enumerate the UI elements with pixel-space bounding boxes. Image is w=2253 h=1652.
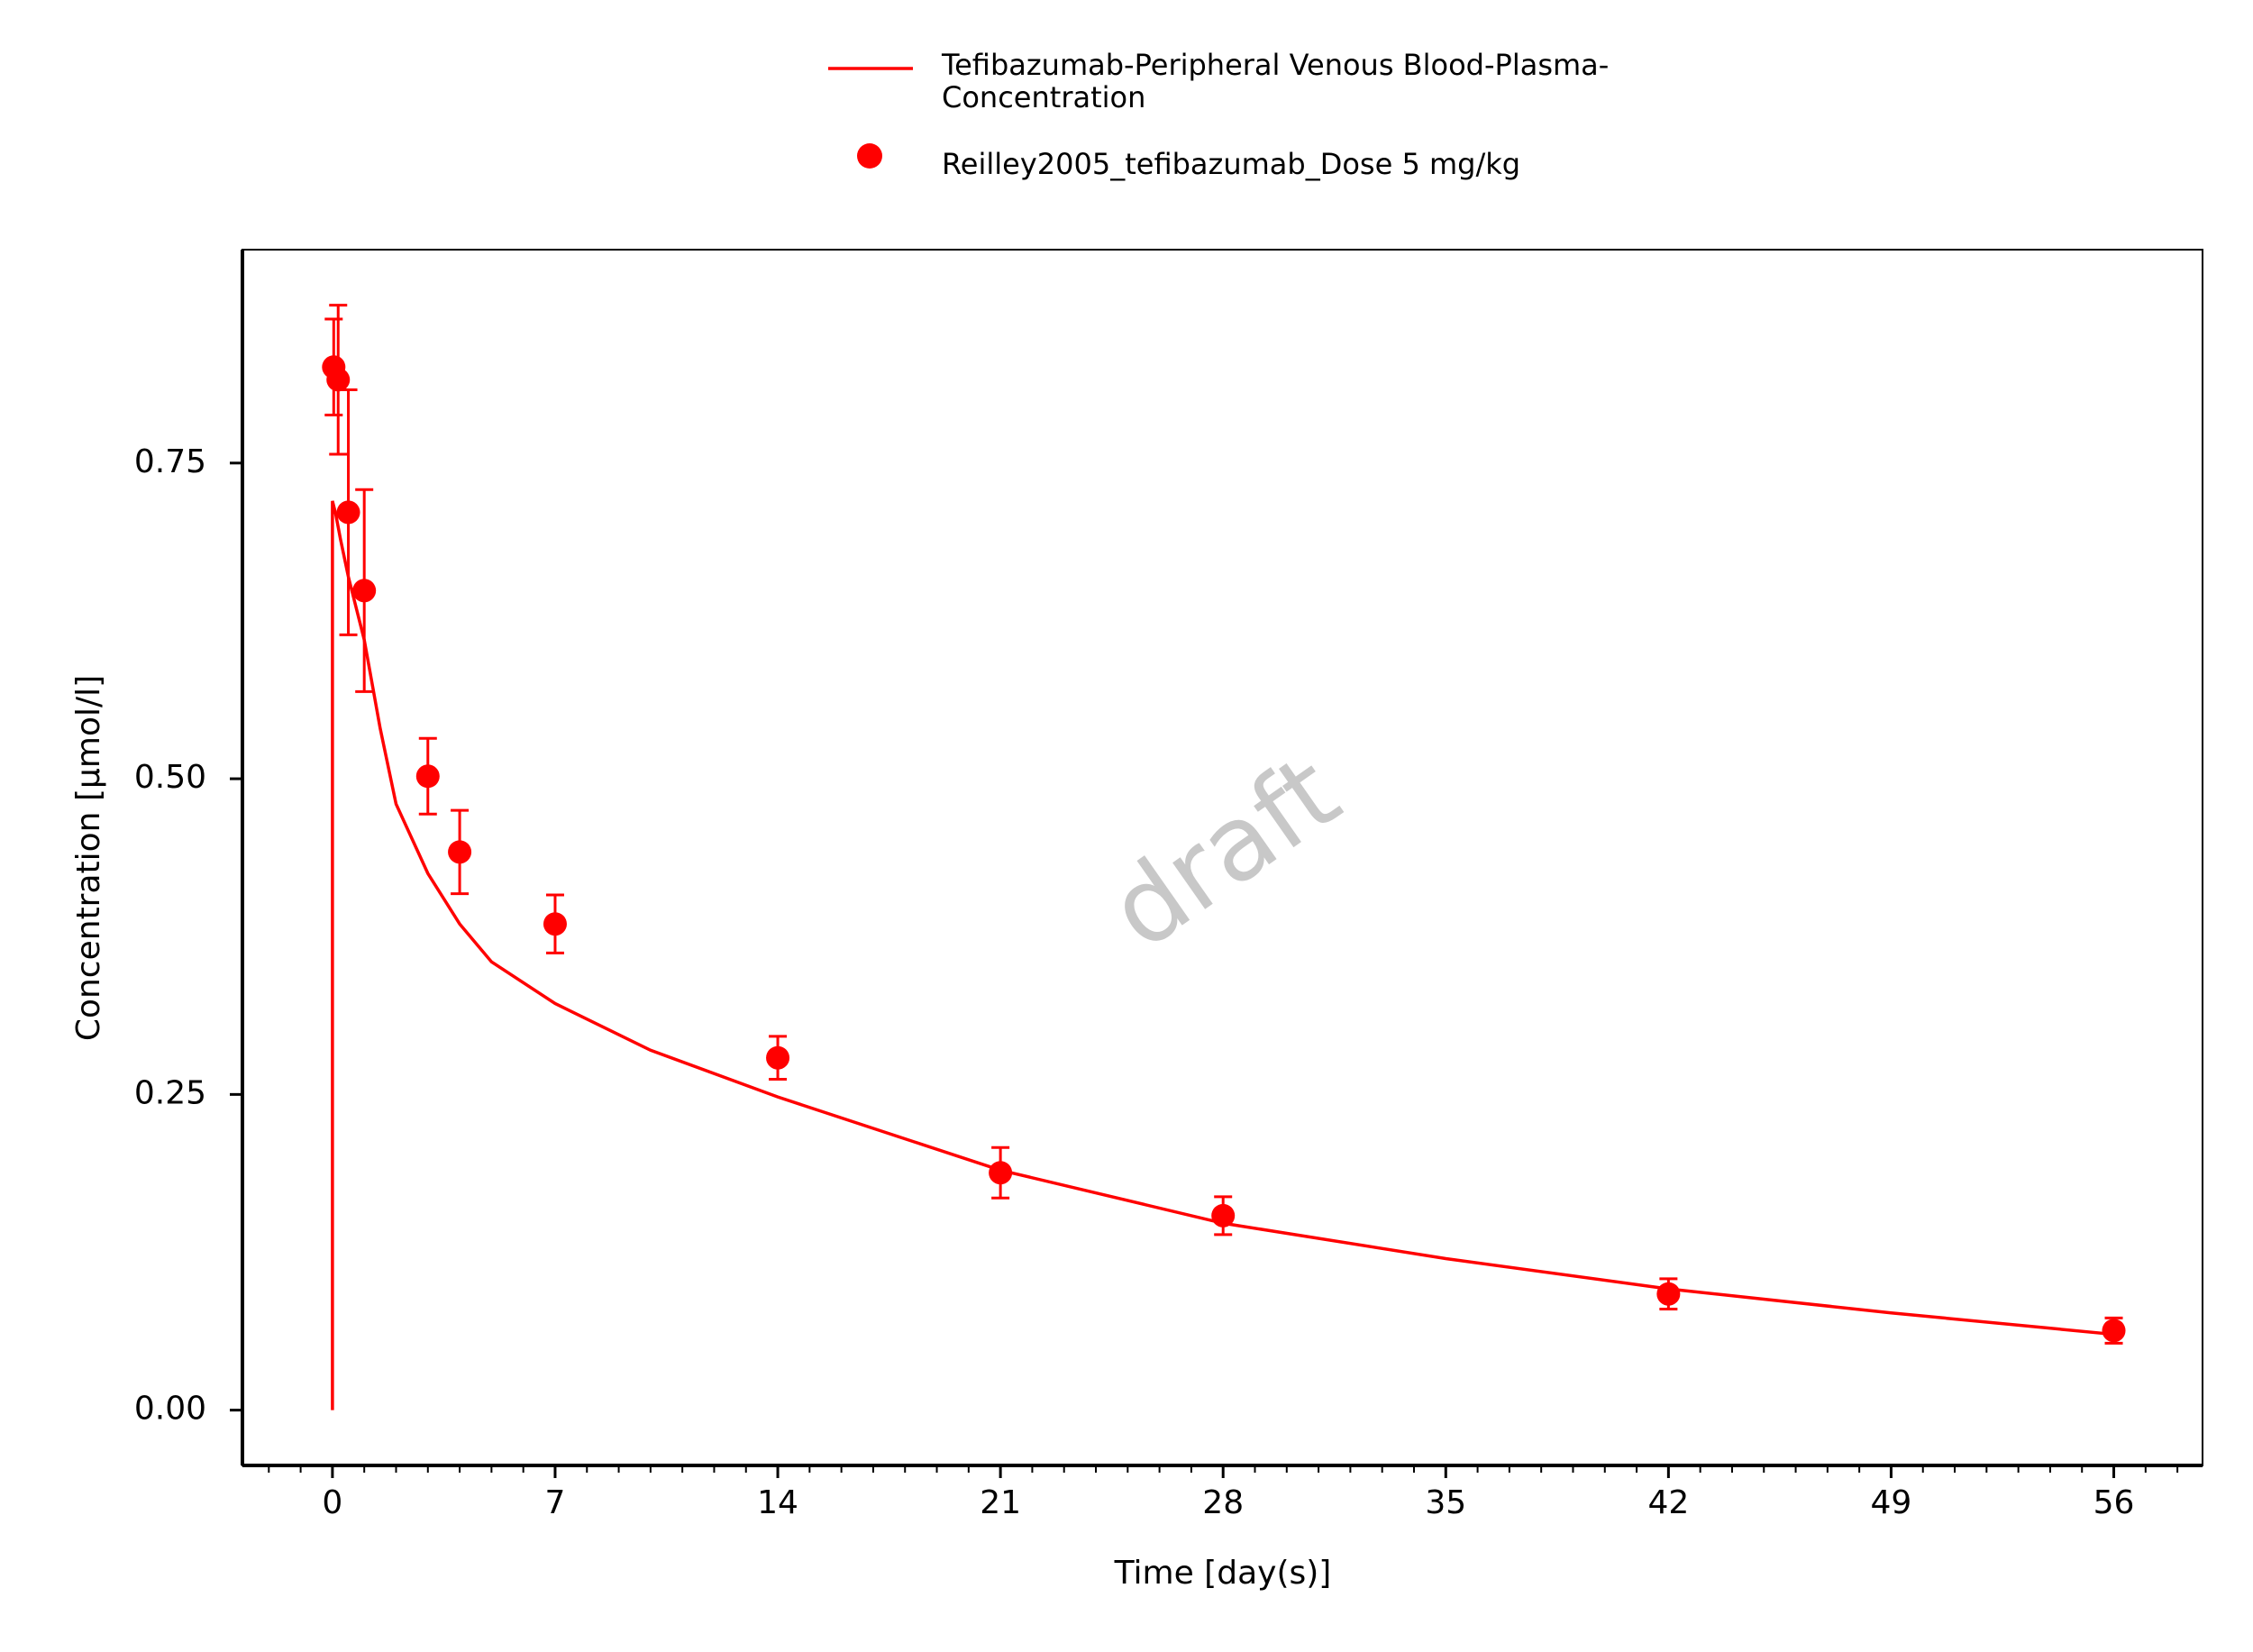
x-tick-label: 7 <box>545 1484 566 1521</box>
data-point <box>326 368 351 392</box>
data-point <box>448 840 472 864</box>
y-tick-label: 0.00 <box>134 1391 206 1428</box>
y-axis-label: Concentration [µmol/l] <box>70 675 107 1041</box>
data-point <box>415 764 440 789</box>
x-tick-label: 21 <box>980 1484 1021 1521</box>
x-tick-label: 42 <box>1647 1484 1689 1521</box>
y-tick-label: 0.75 <box>134 443 206 480</box>
data-point <box>543 912 567 936</box>
data-point <box>336 500 360 525</box>
data-point <box>766 1045 790 1070</box>
x-tick-label: 14 <box>757 1484 798 1521</box>
x-axis-label: Time [day(s)] <box>1114 1555 1332 1592</box>
x-tick-label: 0 <box>322 1484 342 1521</box>
data-point <box>1211 1203 1236 1228</box>
x-tick-label: 28 <box>1202 1484 1244 1521</box>
x-tick-label: 49 <box>1871 1484 1912 1521</box>
data-point <box>1656 1282 1681 1306</box>
x-tick-label: 56 <box>2093 1484 2135 1521</box>
data-line <box>331 500 2114 1410</box>
x-tick-label: 35 <box>1425 1484 1466 1521</box>
y-tick-label: 0.25 <box>134 1074 206 1111</box>
legend-label: Reilley2005_tefibazumab_Dose 5 mg/kg <box>942 147 1521 181</box>
y-tick-label: 0.50 <box>134 759 206 796</box>
legend-label: Tefibazumab-Peripheral Venous Blood-Plas… <box>942 48 1610 114</box>
watermark: draft <box>1089 732 1361 972</box>
data-point <box>989 1161 1013 1185</box>
data-point <box>352 579 377 603</box>
data-point <box>2102 1319 2126 1343</box>
legend-marker <box>857 143 882 169</box>
